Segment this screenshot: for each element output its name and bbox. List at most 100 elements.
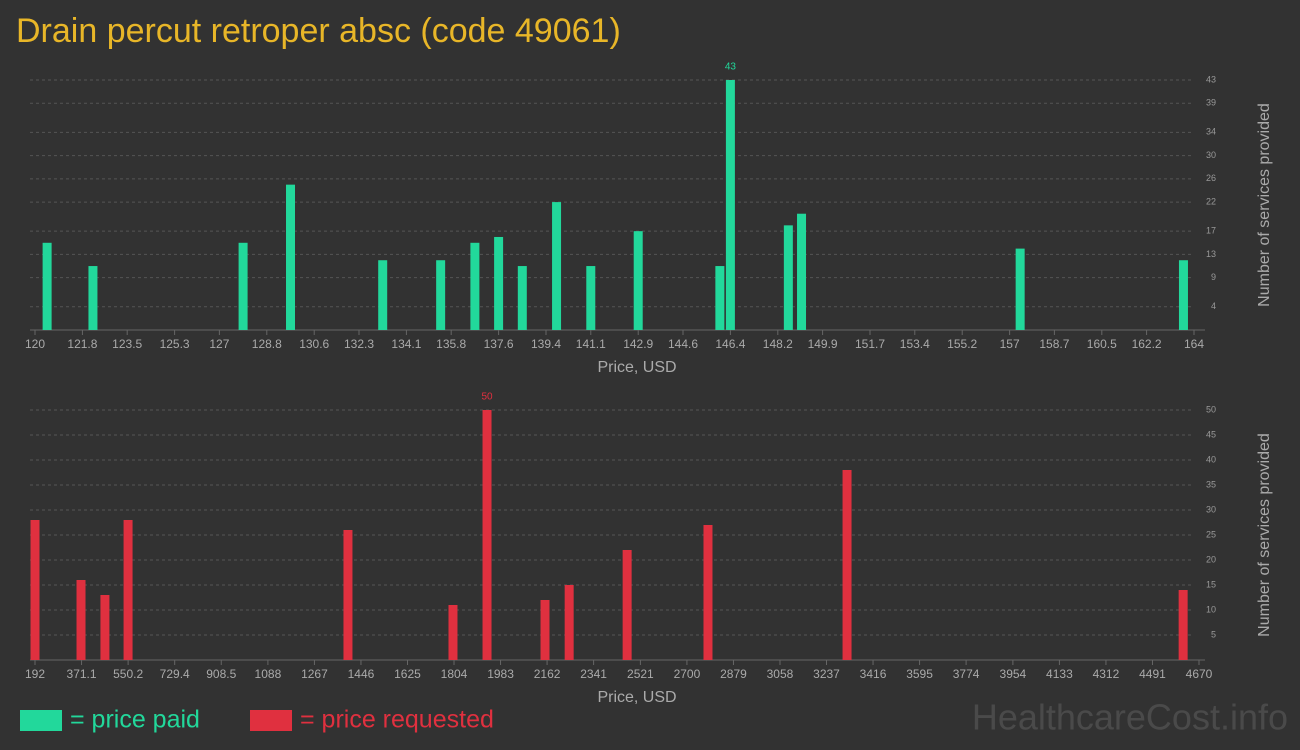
y-tick-label: 45 <box>1206 429 1216 439</box>
bar <box>470 242 480 330</box>
x-tick-label: 144.6 <box>668 337 698 351</box>
y-tick-label: 15 <box>1206 579 1216 589</box>
y-tick-label: 25 <box>1206 529 1216 539</box>
y-tick-label: 30 <box>1206 504 1216 514</box>
x-axis-label: Price, USD <box>597 689 676 706</box>
x-tick-label: 125.3 <box>160 337 190 351</box>
y-axis-label: Number of services provided <box>1256 103 1273 307</box>
x-tick-label: 3954 <box>1000 667 1027 681</box>
x-tick-label: 142.9 <box>623 337 653 351</box>
bar <box>448 605 458 660</box>
bar <box>100 595 110 660</box>
bar <box>797 213 807 330</box>
x-tick-label: 1267 <box>301 667 328 681</box>
x-tick-label: 192 <box>25 667 45 681</box>
x-tick-label: 155.2 <box>947 337 977 351</box>
x-tick-label: 137.6 <box>484 337 514 351</box>
bar <box>88 266 98 330</box>
x-tick-label: 550.2 <box>113 667 143 681</box>
y-tick-label: 35 <box>1206 479 1216 489</box>
watermark: HealthcareCost.info <box>972 697 1288 738</box>
bar <box>494 236 504 330</box>
bar <box>540 600 550 660</box>
x-axis-label: Price, USD <box>597 359 676 376</box>
bar <box>564 585 574 660</box>
x-tick-label: 3058 <box>767 667 794 681</box>
x-tick-label: 3237 <box>813 667 840 681</box>
bar <box>725 80 735 330</box>
x-tick-label: 1625 <box>394 667 421 681</box>
x-tick-label: 135.8 <box>436 337 466 351</box>
y-tick-label: 34 <box>1206 127 1216 137</box>
bar <box>378 260 388 330</box>
x-tick-label: 141.1 <box>576 337 606 351</box>
legend-swatch <box>250 710 292 731</box>
bar <box>343 530 353 660</box>
bar <box>123 520 133 660</box>
x-tick-label: 2162 <box>534 667 561 681</box>
bar <box>703 525 713 660</box>
x-tick-label: 2521 <box>627 667 654 681</box>
x-tick-label: 3595 <box>906 667 933 681</box>
bar <box>633 231 643 330</box>
bar <box>552 202 562 330</box>
legend-label: = price paid <box>70 706 200 734</box>
bar <box>783 225 793 330</box>
y-tick-label: 40 <box>1206 454 1216 464</box>
y-tick-label: 22 <box>1206 196 1216 206</box>
legend-label: = price requested <box>300 706 494 734</box>
x-tick-label: 132.3 <box>344 337 374 351</box>
bar <box>30 520 40 660</box>
bar <box>622 550 632 660</box>
x-tick-label: 162.2 <box>1132 337 1162 351</box>
x-tick-label: 128.8 <box>252 337 282 351</box>
x-tick-label: 148.2 <box>763 337 793 351</box>
x-tick-label: 146.4 <box>715 337 745 351</box>
y-tick-label: 50 <box>1206 404 1216 414</box>
y-tick-label: 17 <box>1206 226 1216 236</box>
x-tick-label: 1983 <box>487 667 514 681</box>
x-tick-label: 121.8 <box>67 337 97 351</box>
x-tick-label: 908.5 <box>206 667 236 681</box>
x-tick-label: 4491 <box>1139 667 1166 681</box>
bar <box>586 266 596 330</box>
y-axis-label: Number of services provided <box>1256 433 1273 637</box>
x-tick-label: 4133 <box>1046 667 1073 681</box>
bar <box>436 260 446 330</box>
bar <box>1178 260 1188 330</box>
y-tick-label: 4 <box>1211 301 1216 311</box>
bar <box>517 266 527 330</box>
x-tick-label: 729.4 <box>160 667 190 681</box>
bar <box>842 470 852 660</box>
bar <box>286 184 296 330</box>
y-tick-label: 30 <box>1206 150 1216 160</box>
y-tick-label: 5 <box>1211 629 1216 639</box>
x-tick-label: 120 <box>25 337 45 351</box>
y-tick-label: 9 <box>1211 272 1216 282</box>
x-tick-label: 157 <box>1000 337 1020 351</box>
y-tick-label: 43 <box>1206 74 1216 84</box>
data-label: 50 <box>481 392 493 403</box>
legend-swatch <box>20 710 62 731</box>
x-tick-label: 164 <box>1184 337 1204 351</box>
x-tick-label: 127 <box>209 337 229 351</box>
x-tick-label: 123.5 <box>112 337 142 351</box>
x-tick-label: 149.9 <box>808 337 838 351</box>
bar <box>238 242 248 330</box>
x-tick-label: 134.1 <box>391 337 421 351</box>
x-tick-label: 158.7 <box>1039 337 1069 351</box>
bar <box>715 266 725 330</box>
bar <box>1178 590 1188 660</box>
x-tick-label: 371.1 <box>67 667 97 681</box>
x-tick-label: 1804 <box>441 667 468 681</box>
bar <box>76 580 86 660</box>
x-tick-label: 3774 <box>953 667 980 681</box>
x-tick-label: 2341 <box>580 667 607 681</box>
x-tick-label: 139.4 <box>531 337 561 351</box>
data-label: 43 <box>725 62 737 73</box>
x-tick-label: 1446 <box>348 667 375 681</box>
y-tick-label: 13 <box>1206 249 1216 259</box>
y-tick-label: 20 <box>1206 554 1216 564</box>
